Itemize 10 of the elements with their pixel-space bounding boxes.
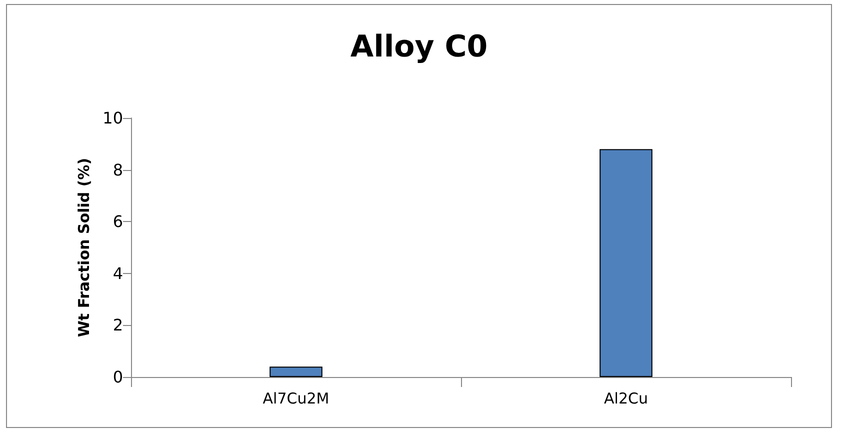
y-tick-label: 2 — [112, 316, 123, 335]
y-tick-label: 0 — [112, 368, 123, 386]
y-tick-label: 6 — [112, 212, 123, 232]
y-tick-label: 8 — [112, 160, 123, 180]
y-tick-label: 10 — [102, 108, 123, 128]
y-axis-title: Wt Fraction Solid (%) — [75, 158, 94, 338]
y-tick-label: 4 — [112, 264, 123, 283]
chart-title: Alloy C0 — [350, 30, 488, 64]
x-tick-label: Al2Cu — [604, 390, 648, 408]
x-tick-label: Al7Cu2M — [262, 390, 330, 408]
